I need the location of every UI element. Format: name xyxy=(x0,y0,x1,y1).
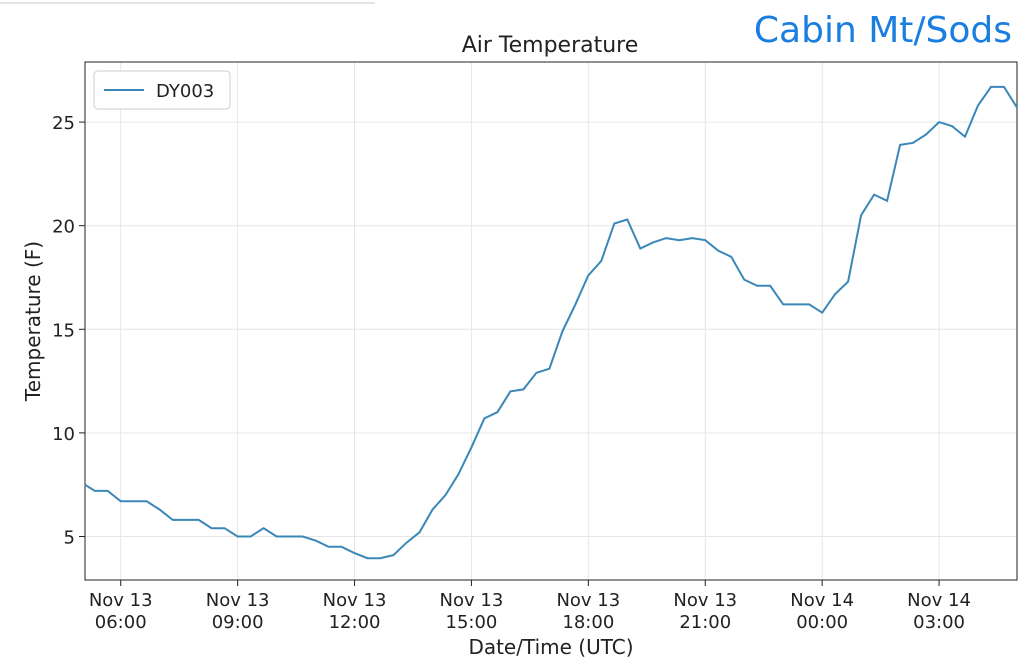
y-tick-label: 25 xyxy=(52,113,75,134)
x-tick-label: Nov 13 xyxy=(323,590,387,611)
x-tick-label: Nov 13 xyxy=(673,590,737,611)
y-axis-label: Temperature (F) xyxy=(21,241,45,402)
site-name: Cabin Mt/Sods xyxy=(753,10,1012,51)
x-tick-label: Nov 14 xyxy=(790,590,854,611)
x-axis-label: Date/Time (UTC) xyxy=(468,635,633,659)
chart-title: Air Temperature xyxy=(462,33,639,58)
data-line xyxy=(84,85,1018,560)
legend-box xyxy=(93,70,231,110)
x-tick-label: Nov 13 xyxy=(206,590,270,611)
x-tick-label: 09:00 xyxy=(212,612,264,633)
x-tick-label: Nov 13 xyxy=(440,590,504,611)
y-tick-label: 15 xyxy=(52,320,75,341)
x-tick-label: Nov 13 xyxy=(556,590,620,611)
legend-label: DY003 xyxy=(156,81,214,102)
y-tick-label: 5 xyxy=(64,527,75,548)
x-tick-label: 12:00 xyxy=(329,612,381,633)
y-tick-label: 10 xyxy=(52,424,75,445)
x-tick-label: 15:00 xyxy=(446,612,498,633)
x-tick-label: Nov 13 xyxy=(89,590,153,611)
x-tick-label: 03:00 xyxy=(913,612,965,633)
plot-frame xyxy=(84,61,1018,581)
x-tick-label: 21:00 xyxy=(679,612,731,633)
y-tick-label: 20 xyxy=(52,217,75,238)
x-tick-label: 18:00 xyxy=(562,612,614,633)
x-tick-label: 00:00 xyxy=(796,612,848,633)
x-tick-label: Nov 14 xyxy=(907,590,971,611)
x-tick-label: 06:00 xyxy=(95,612,147,633)
